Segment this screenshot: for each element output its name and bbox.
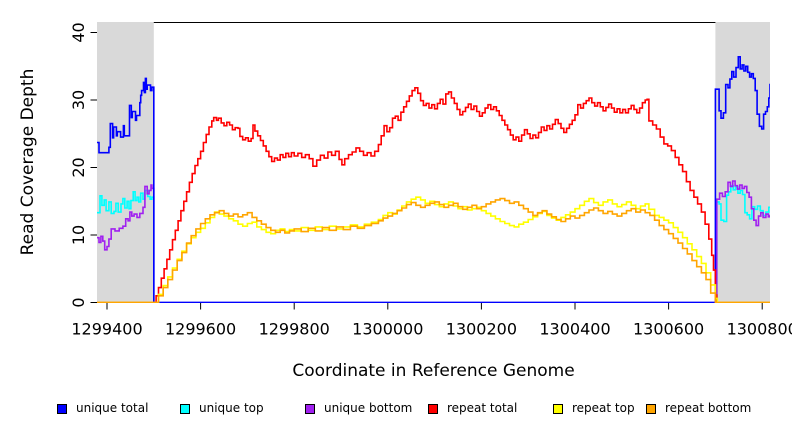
x-tick-label: 1300600 [633,320,704,339]
shaded-region-1 [97,22,154,303]
legend-label-repeat-bottom: repeat bottom [665,401,752,415]
line-unique-total [97,56,770,303]
y-tick-label: 20 [69,157,88,177]
y-tick-label: 40 [69,22,88,42]
legend-swatch-repeat-total [428,403,438,414]
legend-label-repeat-top: repeat top [572,401,635,415]
x-tick-label: 1300400 [539,320,610,339]
x-tick-label: 1299800 [259,320,330,339]
line-repeat-total [97,87,770,303]
legend-item-repeat-top: repeat top [553,402,635,415]
legend-label-unique-total: unique total [76,401,149,415]
legend-item-repeat-total: repeat total [428,402,517,415]
y-tick-label: 30 [69,90,88,110]
line-repeat-bottom [97,197,770,303]
legend-swatch-unique-top [180,403,190,414]
legend-label-unique-top: unique top [199,401,264,415]
legend-label-repeat-total: repeat total [447,401,518,415]
legend-swatch-unique-total [57,403,67,414]
legend-swatch-repeat-bottom [646,403,656,414]
x-tick-label: 1299600 [165,320,236,339]
legend-item-repeat-bottom: repeat bottom [646,402,751,415]
legend-item-unique-top: unique top [180,402,264,415]
legend-item-unique-bottom: unique bottom [305,402,412,415]
y-tick-label: 10 [69,225,88,245]
chart-canvas: 1299400 1299600 1299800 1300000 1300200 13004… [69,22,792,339]
line-unique-bottom [97,180,770,303]
line-unique-top [97,184,770,303]
y-axis-title: Read Coverage Depth [18,68,38,256]
x-tick-label: 1300000 [352,320,423,339]
x-tick-label: 1299400 [71,320,142,339]
legend-label-unique-bottom: unique bottom [324,401,413,415]
legend-item-unique-total: unique total [57,402,148,415]
legend-swatch-repeat-top [553,403,563,414]
y-tick-label: 0 [69,297,88,307]
x-axis-title: Coordinate in Reference Genome [292,361,575,381]
x-tick-label: 1300200 [446,320,517,339]
legend: unique total unique top unique bottom repea… [0,398,792,420]
x-tick-label: 1300800 [727,320,792,339]
line-repeat-top [97,196,770,303]
legend-swatch-unique-bottom [305,403,315,414]
